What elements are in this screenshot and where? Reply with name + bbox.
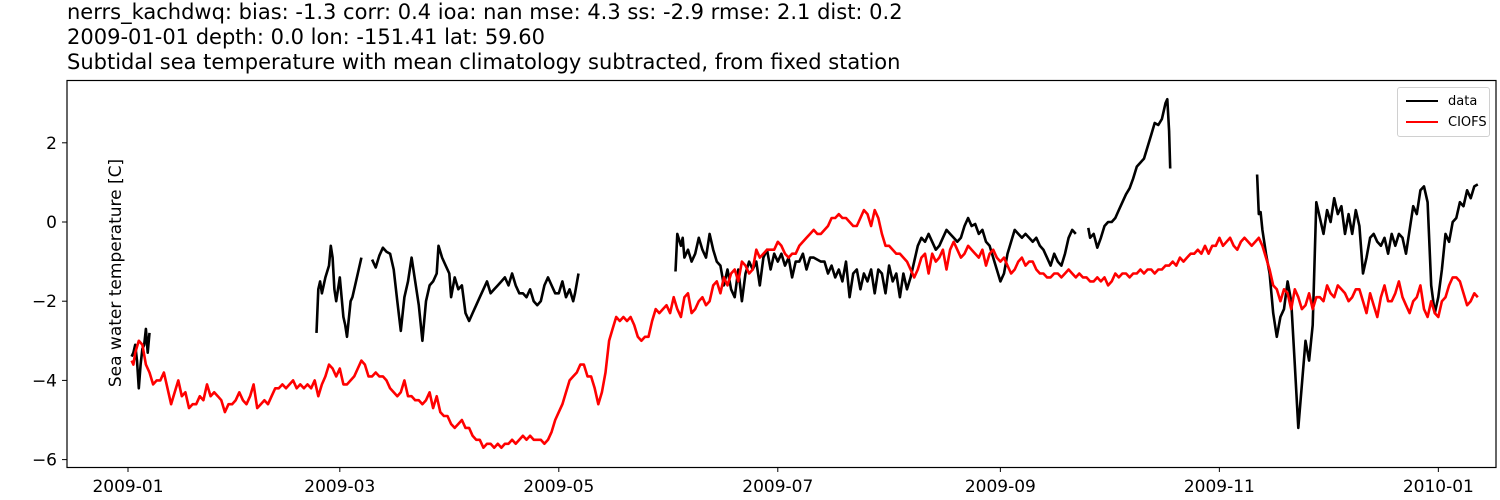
y-tick-label: 0 (46, 213, 57, 233)
x-tick-label: 2009-03 (304, 477, 375, 497)
title-line-stats: nerrs_kachdwq: bias: -1.3 corr: 0.4 ioa:… (67, 0, 903, 24)
legend-label-ciofs: CIOFS (1448, 114, 1487, 130)
x-tick-label: 2010-01 (1403, 477, 1474, 497)
chart-title: nerrs_kachdwq: bias: -1.3 corr: 0.4 ioa:… (67, 0, 903, 75)
y-tick-label: −6 (32, 451, 57, 471)
x-tick-label: 2009-09 (965, 477, 1036, 497)
legend-label-data: data (1448, 93, 1478, 109)
y-tick-label: −2 (32, 292, 57, 312)
series-line-data (370, 244, 580, 343)
legend-item-data: data (1406, 91, 1477, 111)
plot-frame (66, 79, 1497, 469)
x-tick-label: 2009-01 (92, 477, 163, 497)
legend: data CIOFS (1397, 87, 1490, 137)
y-tick-label: 2 (46, 134, 57, 154)
series-layer (130, 97, 1479, 450)
y-axis: 2 0 −2 −4 −6 (32, 134, 67, 471)
legend-item-ciofs: CIOFS (1406, 112, 1487, 132)
title-line-description: Subtidal sea temperature with mean clima… (67, 50, 901, 74)
series-line-data (674, 216, 1077, 303)
y-tick-label: −4 (32, 371, 57, 391)
x-tick-label: 2009-11 (1184, 477, 1255, 497)
legend-swatch-ciofs (1406, 121, 1438, 123)
series-line-ciofs (130, 208, 1479, 450)
legend-swatch-data (1406, 100, 1438, 102)
x-tick-label: 2009-07 (742, 477, 813, 497)
x-axis: 2009-01 2009-03 2009-05 2009-07 2009-09 2009-… (92, 467, 1474, 497)
series-line-data (1255, 174, 1479, 430)
x-tick-label: 2009-05 (523, 477, 594, 497)
y-axis-label: Sea water temperature [C] (106, 158, 127, 388)
series-line-data (315, 244, 363, 339)
series-line-data (1087, 97, 1172, 249)
title-line-location: 2009-01-01 depth: 0.0 lon: -151.41 lat: … (67, 25, 545, 49)
series-line-data (130, 327, 151, 390)
